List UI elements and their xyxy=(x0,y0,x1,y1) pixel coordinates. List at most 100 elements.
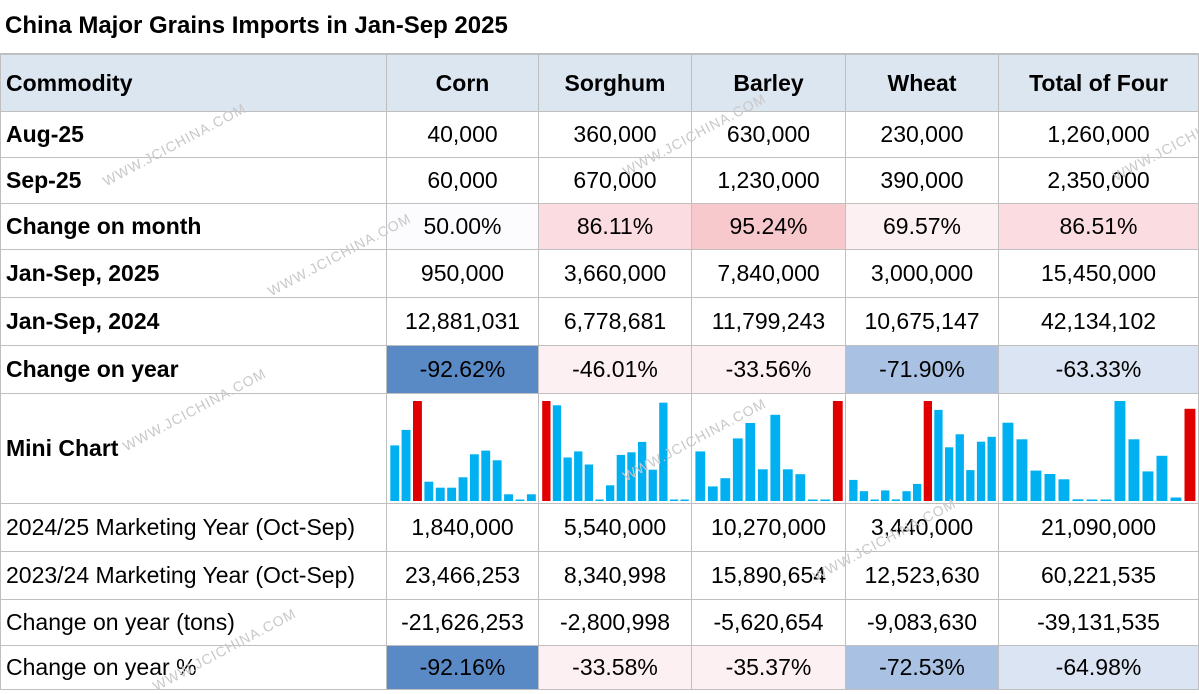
cell-sorghum: 8,340,998 xyxy=(538,551,692,600)
cell-total: -64.98% xyxy=(998,645,1199,690)
row-label: Sep-25 xyxy=(0,157,387,204)
mini-chart-bar xyxy=(1156,455,1168,501)
cell-wheat: 3,440,000 xyxy=(845,503,999,552)
mini-chart-bar xyxy=(680,499,689,501)
mini-chart-barley xyxy=(691,393,846,504)
cell-corn: -21,626,253 xyxy=(386,599,539,646)
mini-chart-bar xyxy=(504,494,513,501)
row-change-on-year-pct: Change on year % -92.16% -33.58% -35.37%… xyxy=(0,645,1199,690)
cell-total: 2,350,000 xyxy=(998,157,1199,204)
cell-wheat: -72.53% xyxy=(845,645,999,690)
header-total: Total of Four xyxy=(998,54,1199,112)
mini-chart-bar xyxy=(1128,439,1140,501)
mini-chart-bar xyxy=(987,436,996,501)
mini-chart-bar xyxy=(807,499,818,501)
mini-chart-bar xyxy=(720,478,731,501)
mini-chart-bar xyxy=(648,469,657,501)
header-row: Commodity Corn Sorghum Barley Wheat Tota… xyxy=(0,54,1199,112)
mini-chart-bar xyxy=(616,454,625,501)
row-label: Change on year (tons) xyxy=(0,599,387,646)
row-label: Jan-Sep, 2025 xyxy=(0,249,387,298)
cell-corn: 12,881,031 xyxy=(386,297,539,346)
row-change-on-year: Change on year -92.62% -46.01% -33.56% -… xyxy=(0,345,1199,394)
mini-chart-bar xyxy=(515,499,525,501)
mini-chart-bar xyxy=(859,491,869,501)
mini-chart-bar xyxy=(891,499,900,501)
cell-total: 15,450,000 xyxy=(998,249,1199,298)
cell-sorghum: -46.01% xyxy=(538,345,692,394)
cell-total: 1,260,000 xyxy=(998,111,1199,158)
header-barley: Barley xyxy=(691,54,846,112)
mini-chart-bar xyxy=(638,441,647,501)
mini-chart-bar xyxy=(1044,474,1056,501)
cell-barley: -33.56% xyxy=(691,345,846,394)
mini-chart-bar xyxy=(934,409,943,501)
mini-chart-bar xyxy=(881,490,890,501)
mini-chart-bar xyxy=(732,438,743,501)
row-change-on-year-tons: Change on year (tons) -21,626,253 -2,800… xyxy=(0,599,1199,646)
cell-sorghum: 360,000 xyxy=(538,111,692,158)
cell-wheat: 69.57% xyxy=(845,203,999,250)
cell-sorghum: 5,540,000 xyxy=(538,503,692,552)
mini-chart-bar xyxy=(1058,479,1070,501)
mini-chart-bar xyxy=(526,494,536,501)
cell-total: 60,221,535 xyxy=(998,551,1199,600)
mini-chart-bar xyxy=(595,499,604,501)
cell-wheat: 10,675,147 xyxy=(845,297,999,346)
mini-chart-bar xyxy=(542,401,551,501)
cell-corn: 23,466,253 xyxy=(386,551,539,600)
mini-chart-bar xyxy=(390,445,400,501)
mini-chart-bar xyxy=(627,452,636,501)
mini-chart-bar xyxy=(913,483,922,501)
cell-wheat: 3,000,000 xyxy=(845,249,999,298)
mini-chart-bar xyxy=(669,499,679,501)
mini-chart-bar xyxy=(1016,439,1028,501)
cell-sorghum: 6,778,681 xyxy=(538,297,692,346)
header-commodity: Commodity xyxy=(0,54,387,112)
header-sorghum: Sorghum xyxy=(538,54,692,112)
mini-chart-bar xyxy=(481,450,491,501)
mini-chart-bar xyxy=(492,460,502,501)
cell-wheat: 390,000 xyxy=(845,157,999,204)
table-title: China Major Grains Imports in Jan-Sep 20… xyxy=(0,0,1199,54)
cell-sorghum: 3,660,000 xyxy=(538,249,692,298)
cell-corn: 950,000 xyxy=(386,249,539,298)
mini-chart-wheat xyxy=(845,393,999,504)
row-jan-sep-2024: Jan-Sep, 2024 12,881,031 6,778,681 11,79… xyxy=(0,297,1199,346)
cell-barley: 1,230,000 xyxy=(691,157,846,204)
mini-chart-label: Mini Chart xyxy=(0,393,387,504)
header-wheat: Wheat xyxy=(845,54,999,112)
mini-chart-bar xyxy=(820,499,831,501)
mini-chart-bar xyxy=(563,457,572,501)
mini-chart-bar xyxy=(870,499,879,501)
mini-chart-bar xyxy=(1100,499,1112,501)
cell-barley: 10,270,000 xyxy=(691,503,846,552)
mini-chart-bar xyxy=(976,441,986,501)
mini-chart-bar xyxy=(1030,470,1042,501)
row-label: Aug-25 xyxy=(0,111,387,158)
cell-sorghum: 670,000 xyxy=(538,157,692,204)
row-mini-chart: Mini Chart xyxy=(0,393,1199,504)
row-jan-sep-2025: Jan-Sep, 2025 950,000 3,660,000 7,840,00… xyxy=(0,249,1199,298)
cell-wheat: -9,083,630 xyxy=(845,599,999,646)
mini-chart-bar xyxy=(902,491,911,501)
row-label: 2023/24 Marketing Year (Oct-Sep) xyxy=(0,551,387,600)
mini-chart-bar xyxy=(745,423,756,501)
mini-chart-bar xyxy=(1002,422,1014,501)
mini-chart-corn xyxy=(386,393,539,504)
mini-chart-bar xyxy=(424,481,434,501)
mini-chart-bar xyxy=(966,470,975,501)
row-label: Change on year xyxy=(0,345,387,394)
mini-chart-bar xyxy=(1184,408,1196,501)
cell-sorghum: -33.58% xyxy=(538,645,692,690)
cell-barley: 11,799,243 xyxy=(691,297,846,346)
mini-chart-bar xyxy=(413,401,422,501)
row-sep-25: Sep-25 60,000 670,000 1,230,000 390,000 … xyxy=(0,157,1199,204)
cell-barley: -35.37% xyxy=(691,645,846,690)
header-corn: Corn xyxy=(386,54,539,112)
mini-chart-bar xyxy=(945,447,954,501)
mini-chart-bar xyxy=(1072,499,1084,501)
cell-corn: 60,000 xyxy=(386,157,539,204)
mini-chart-bar xyxy=(923,401,932,501)
mini-chart-bar xyxy=(552,405,562,501)
